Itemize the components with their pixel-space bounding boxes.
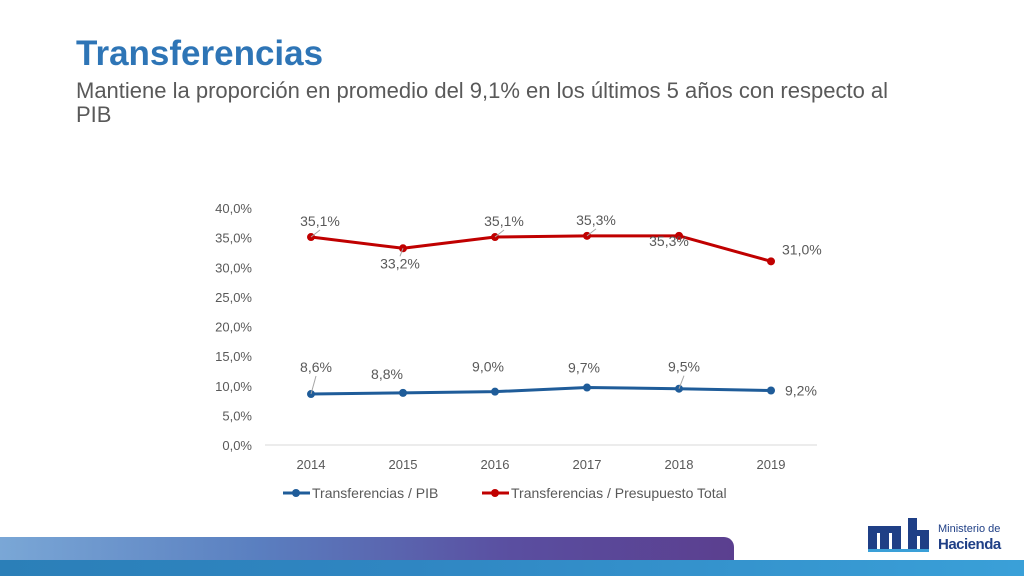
x-tick-label: 2015 — [389, 457, 418, 472]
data-label-leader — [678, 375, 685, 389]
data-label: 9,7% — [568, 360, 600, 376]
data-label-leader — [310, 375, 317, 395]
data-point — [399, 388, 407, 397]
data-label: 9,2% — [785, 382, 817, 398]
legend-label: Transferencias / Presupuesto Total — [511, 485, 727, 501]
data-label: 8,6% — [300, 359, 332, 375]
data-label-leader — [310, 229, 321, 238]
data-label: 31,0% — [782, 241, 822, 257]
x-tick-label: 2016 — [481, 457, 510, 472]
data-label-leader — [494, 229, 505, 238]
data-point — [767, 386, 775, 395]
data-label-leader — [586, 228, 597, 237]
data-label: 35,3% — [576, 212, 616, 228]
logo-line1: Ministerio de — [938, 523, 1001, 535]
legend-label: Transferencias / PIB — [312, 485, 438, 501]
x-tick-label: 2017 — [573, 457, 602, 472]
data-label: 33,2% — [380, 255, 420, 271]
series-line — [310, 386, 772, 396]
series-line — [310, 234, 772, 263]
data-label: 9,0% — [472, 359, 504, 375]
data-label: 35,1% — [484, 213, 524, 229]
data-label-leader — [399, 248, 404, 257]
y-tick-label: 0,0% — [222, 438, 252, 453]
ministerio-hacienda-logo-icon — [868, 518, 929, 552]
x-tick-label: 2019 — [757, 457, 786, 472]
slide-subtitle: Mantiene la proporción en promedio del 9… — [76, 78, 889, 127]
data-label: 35,3% — [649, 233, 689, 249]
legend-marker — [491, 489, 499, 497]
y-tick-label: 10,0% — [215, 379, 252, 394]
y-tick-label: 20,0% — [215, 320, 252, 335]
footer-strip — [0, 560, 1024, 576]
y-tick-label: 15,0% — [215, 349, 252, 364]
y-tick-label: 40,0% — [215, 201, 252, 216]
data-point — [767, 257, 775, 266]
y-tick-label: 25,0% — [215, 290, 252, 305]
x-tick-label: 2018 — [665, 457, 694, 472]
y-tick-label: 30,0% — [215, 260, 252, 275]
data-label: 35,1% — [300, 213, 340, 229]
x-tick-label: 2014 — [297, 457, 326, 472]
data-label: 8,8% — [371, 366, 403, 382]
data-point — [583, 383, 591, 392]
data-label: 9,5% — [668, 359, 700, 375]
data-point — [491, 387, 499, 396]
slide-title: Transferencias — [76, 34, 324, 73]
y-tick-label: 35,0% — [215, 231, 252, 246]
legend-marker — [292, 489, 300, 497]
y-tick-label: 5,0% — [222, 408, 252, 423]
logo-line2: Hacienda — [938, 536, 1001, 553]
data-point — [675, 231, 683, 240]
